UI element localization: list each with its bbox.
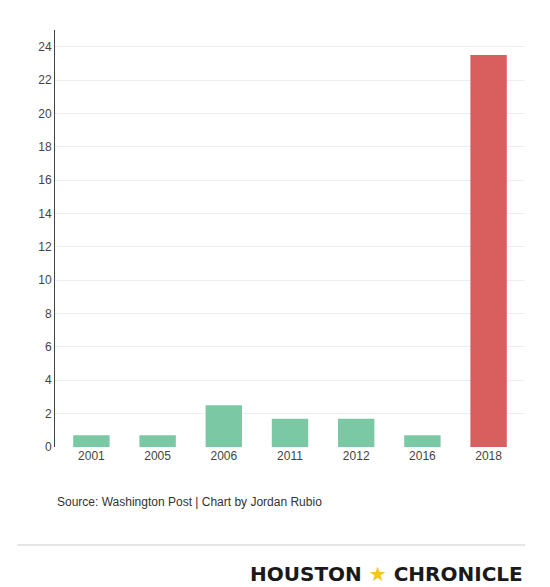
svg-text:2001: 2001 [78,449,105,463]
svg-text:22: 22 [38,73,52,87]
svg-text:2018: 2018 [475,449,502,463]
svg-text:2012: 2012 [343,449,370,463]
svg-text:14: 14 [38,207,52,221]
svg-text:4: 4 [45,373,52,387]
svg-text:2005: 2005 [144,449,171,463]
svg-text:16: 16 [38,173,52,187]
svg-text:Source: Washington Post | Char: Source: Washington Post | Chart by Jorda… [57,495,322,509]
svg-text:2016: 2016 [409,449,436,463]
svg-text:2011: 2011 [277,449,303,463]
svg-text:12: 12 [38,240,52,254]
svg-text:6: 6 [45,340,52,354]
svg-text:10: 10 [38,273,52,287]
svg-text:HOUSTON ★ CHRONICLE: HOUSTON ★ CHRONICLE [250,562,523,586]
svg-text:2: 2 [45,407,52,421]
svg-text:20: 20 [38,107,52,121]
svg-text:0: 0 [45,440,52,454]
svg-text:24: 24 [38,40,52,54]
svg-text:18: 18 [38,140,52,154]
svg-text:2006: 2006 [210,449,237,463]
svg-text:8: 8 [45,307,52,321]
